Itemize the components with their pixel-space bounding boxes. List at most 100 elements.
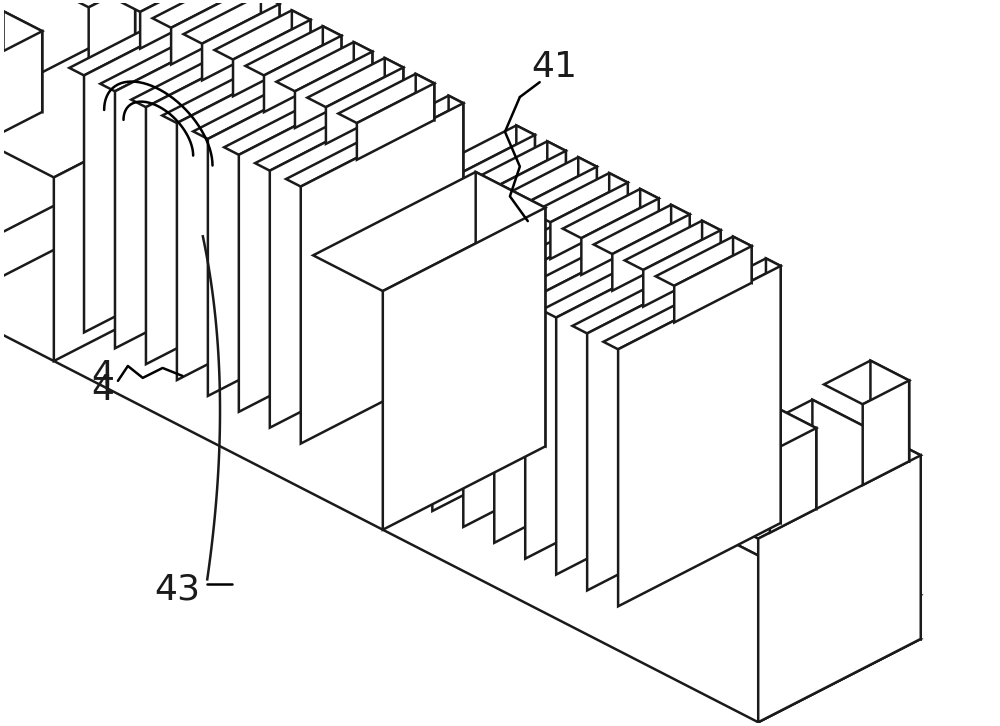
Polygon shape	[731, 408, 816, 452]
Polygon shape	[193, 48, 370, 139]
Polygon shape	[594, 205, 690, 254]
Polygon shape	[214, 10, 310, 60]
Polygon shape	[96, 0, 135, 65]
Polygon shape	[550, 183, 628, 259]
Polygon shape	[245, 26, 341, 76]
Polygon shape	[824, 361, 909, 404]
Polygon shape	[108, 178, 921, 639]
Polygon shape	[587, 250, 750, 590]
Polygon shape	[432, 171, 595, 511]
Polygon shape	[625, 221, 721, 270]
Polygon shape	[153, 0, 249, 28]
Polygon shape	[208, 56, 370, 396]
Polygon shape	[0, 12, 42, 55]
Polygon shape	[640, 189, 659, 235]
Polygon shape	[286, 96, 463, 187]
Polygon shape	[202, 4, 279, 81]
Polygon shape	[671, 205, 690, 251]
Polygon shape	[4, 12, 42, 112]
Polygon shape	[201, 201, 240, 254]
Polygon shape	[770, 428, 816, 533]
Polygon shape	[0, 38, 216, 177]
Polygon shape	[224, 64, 401, 155]
Polygon shape	[674, 246, 752, 322]
Polygon shape	[611, 179, 626, 444]
Polygon shape	[863, 380, 909, 485]
Polygon shape	[778, 408, 816, 509]
Polygon shape	[122, 0, 218, 12]
Polygon shape	[643, 230, 721, 306]
Polygon shape	[733, 237, 752, 283]
Polygon shape	[501, 158, 597, 206]
Polygon shape	[511, 211, 688, 302]
Polygon shape	[650, 400, 921, 539]
Text: 41: 41	[532, 50, 578, 84]
Polygon shape	[457, 135, 535, 211]
Polygon shape	[449, 96, 463, 360]
Polygon shape	[131, 16, 308, 107]
Polygon shape	[609, 173, 628, 219]
Polygon shape	[673, 211, 688, 476]
Polygon shape	[656, 237, 752, 286]
Polygon shape	[556, 234, 719, 574]
Polygon shape	[356, 48, 370, 313]
Polygon shape	[439, 126, 535, 175]
Polygon shape	[233, 20, 310, 97]
Polygon shape	[232, 0, 247, 249]
Polygon shape	[572, 242, 750, 333]
Polygon shape	[702, 221, 721, 267]
Polygon shape	[292, 10, 310, 57]
Polygon shape	[177, 40, 339, 380]
Polygon shape	[541, 227, 719, 317]
Polygon shape	[354, 42, 372, 89]
Polygon shape	[89, 0, 135, 88]
Polygon shape	[766, 258, 781, 523]
Polygon shape	[230, 0, 249, 25]
Polygon shape	[338, 74, 434, 123]
Polygon shape	[735, 242, 750, 507]
Polygon shape	[307, 58, 403, 107]
Polygon shape	[516, 126, 535, 171]
Polygon shape	[146, 24, 308, 364]
Polygon shape	[612, 214, 690, 290]
Polygon shape	[239, 71, 401, 412]
Polygon shape	[199, 0, 218, 9]
Polygon shape	[54, 94, 216, 361]
Polygon shape	[758, 595, 921, 722]
Text: 4: 4	[92, 372, 115, 407]
Polygon shape	[166, 234, 240, 272]
Polygon shape	[525, 219, 688, 559]
Polygon shape	[418, 163, 595, 254]
Polygon shape	[0, 178, 921, 678]
Polygon shape	[494, 203, 657, 543]
Polygon shape	[84, 0, 247, 333]
Polygon shape	[547, 142, 566, 187]
Polygon shape	[449, 179, 626, 270]
Polygon shape	[385, 58, 403, 105]
Polygon shape	[532, 173, 628, 222]
Polygon shape	[205, 221, 240, 272]
Polygon shape	[276, 42, 372, 91]
Polygon shape	[100, 1, 278, 91]
Polygon shape	[108, 38, 216, 277]
Polygon shape	[812, 400, 921, 639]
Polygon shape	[323, 26, 341, 73]
Polygon shape	[183, 0, 279, 44]
Polygon shape	[581, 198, 659, 275]
Polygon shape	[758, 455, 921, 722]
Polygon shape	[166, 201, 240, 239]
Polygon shape	[470, 142, 566, 190]
Polygon shape	[870, 361, 909, 461]
Polygon shape	[326, 68, 403, 144]
Polygon shape	[0, 31, 42, 136]
Polygon shape	[480, 195, 657, 286]
Polygon shape	[642, 195, 657, 460]
Polygon shape	[264, 36, 341, 112]
Polygon shape	[704, 227, 719, 492]
Polygon shape	[418, 80, 432, 344]
Polygon shape	[50, 0, 135, 7]
Polygon shape	[301, 103, 463, 444]
Text: 4: 4	[92, 359, 115, 393]
Polygon shape	[549, 147, 564, 412]
Polygon shape	[401, 155, 564, 495]
